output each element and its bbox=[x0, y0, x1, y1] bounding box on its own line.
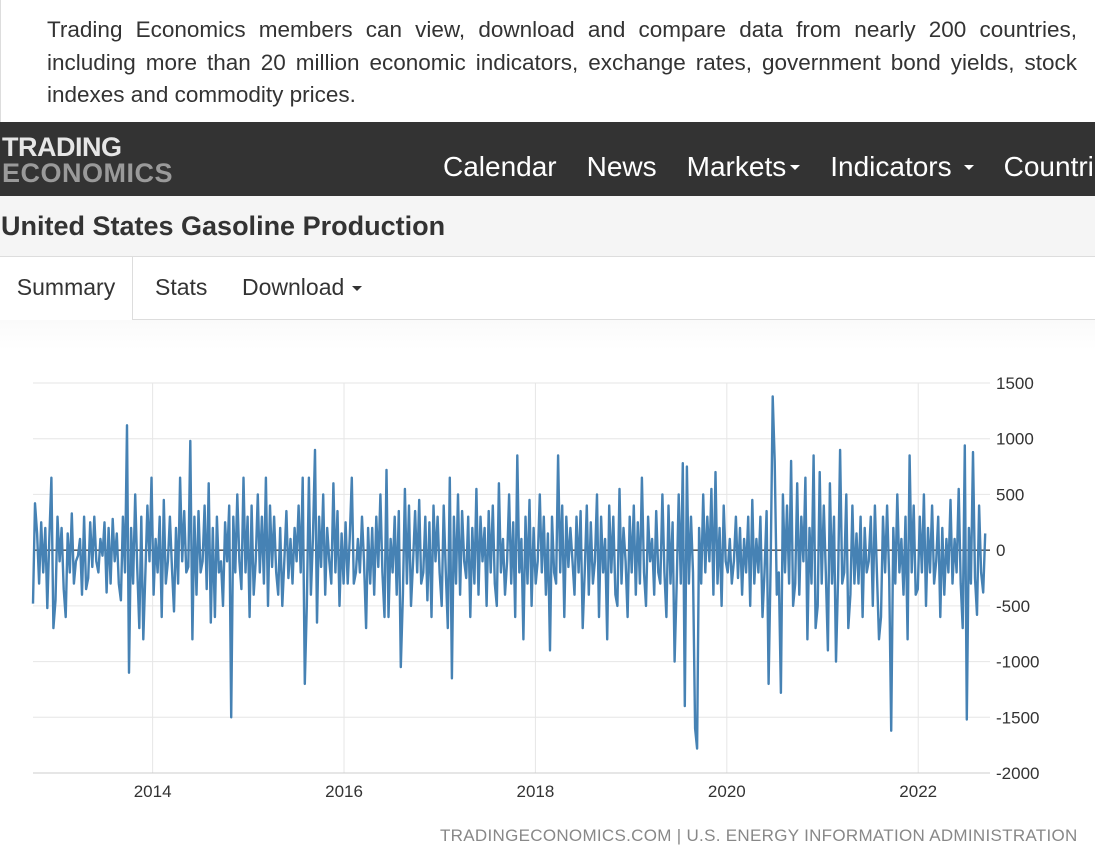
title-bar: United States Gasoline Production bbox=[0, 196, 1095, 256]
x-tick-label: 2020 bbox=[708, 782, 746, 801]
x-tick-label: 2022 bbox=[899, 782, 937, 801]
chart-series bbox=[31, 395, 987, 750]
y-tick-label: -500 bbox=[996, 597, 1030, 616]
nav-countries[interactable]: Countries bbox=[1004, 122, 1095, 196]
chart-y-axis: 1500 1000 500 0 -500 -1000 -1500 -2000 bbox=[996, 374, 1039, 783]
tab-download-label: Download bbox=[242, 274, 345, 300]
site-logo[interactable]: TRADING ECONOMICS bbox=[2, 132, 174, 188]
y-tick-label: 1500 bbox=[996, 374, 1034, 393]
chevron-down-icon bbox=[352, 286, 363, 292]
nav-markets-label: Markets bbox=[686, 151, 787, 182]
chevron-down-icon bbox=[790, 165, 801, 170]
nav-markets[interactable]: Markets bbox=[687, 122, 801, 196]
nav-calendar[interactable]: Calendar bbox=[443, 122, 557, 196]
logo-line1: TRADING bbox=[2, 132, 122, 162]
nav-calendar-label: Calendar bbox=[443, 151, 557, 182]
x-tick-label: 2016 bbox=[325, 782, 363, 801]
series-line-0 bbox=[31, 395, 987, 750]
y-tick-label: -2000 bbox=[996, 764, 1039, 783]
nav-menu: Calendar News Markets Indicators Countri… bbox=[443, 122, 1095, 196]
nav-news[interactable]: News bbox=[587, 122, 657, 196]
logo-line2: ECONOMICS bbox=[2, 158, 174, 188]
promo-text: Trading Economics members can view, down… bbox=[47, 17, 1077, 107]
x-tick-label: 2014 bbox=[134, 782, 172, 801]
tab-summary[interactable]: Summary bbox=[0, 257, 133, 321]
y-tick-label: 1000 bbox=[996, 430, 1034, 449]
tab-stats[interactable]: Stats bbox=[155, 274, 208, 300]
nav-indicators-label: Indicators bbox=[830, 151, 952, 182]
y-tick-label: 0 bbox=[996, 541, 1005, 560]
tab-bar: Summary Stats Download bbox=[0, 256, 1095, 321]
top-navbar: TRADING ECONOMICS Calendar News Markets … bbox=[0, 122, 1095, 196]
nav-news-label: News bbox=[586, 151, 657, 182]
nav-indicators[interactable]: Indicators bbox=[830, 122, 974, 196]
y-tick-label: -1500 bbox=[996, 708, 1039, 727]
page-title: United States Gasoline Production bbox=[1, 211, 446, 241]
nav-countries-label: Countries bbox=[1003, 151, 1095, 182]
tab-download[interactable]: Download bbox=[242, 257, 363, 320]
promo-banner: Trading Economics members can view, down… bbox=[0, 0, 1095, 122]
y-tick-label: -1000 bbox=[996, 653, 1039, 672]
y-tick-label: 500 bbox=[996, 485, 1024, 504]
x-tick-label: 2018 bbox=[517, 782, 555, 801]
line-chart: 1500 1000 500 0 -500 -1000 -1500 -2000 2014 2016… bbox=[31, 374, 1039, 801]
chart-x-axis: 2014 2016 2018 2020 2022 bbox=[134, 782, 937, 801]
source-attribution: TRADINGECONOMICS.COM | U.S. ENERGY INFOR… bbox=[440, 826, 1078, 845]
chart-top-shade bbox=[0, 320, 1095, 350]
chevron-down-icon bbox=[963, 165, 974, 170]
